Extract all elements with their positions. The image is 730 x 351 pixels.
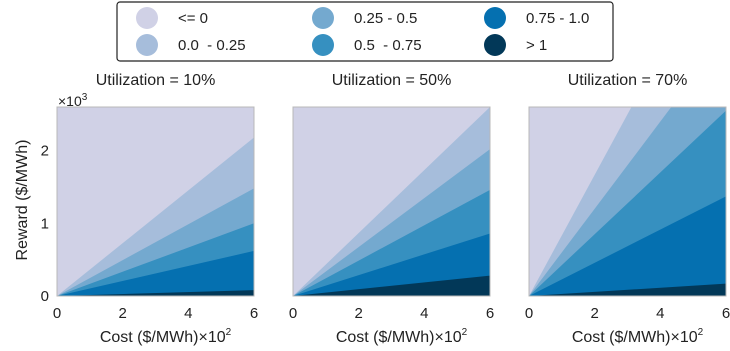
plot-frame: [292, 106, 491, 297]
x-tick-label: 6: [250, 305, 258, 322]
plot-frame: [56, 106, 255, 297]
bands: [57, 107, 254, 296]
x-axis-label: Cost ($/MWh)×102: [100, 327, 232, 346]
band-area: [529, 283, 726, 296]
x-tick-label: 4: [420, 305, 428, 322]
bands: [529, 107, 726, 296]
legend-label: <= 0: [178, 10, 208, 27]
y-scale-exponent: 3: [82, 92, 88, 103]
legend-swatch: [484, 7, 506, 29]
bands: [293, 107, 490, 296]
legend-swatch: [484, 34, 506, 56]
legend-swatch: [312, 7, 334, 29]
x-tick-label: 2: [590, 305, 598, 322]
legend-swatch: [136, 34, 158, 56]
y-tick-label: 0: [41, 288, 49, 305]
x-axis-label: Cost ($/MWh)×102: [572, 327, 704, 346]
band-area: [293, 275, 490, 296]
band-area: [529, 196, 726, 296]
legend-swatch: [312, 34, 334, 56]
y-tick-label: 2: [41, 143, 49, 160]
y-scale-label: ×103: [58, 92, 88, 109]
plot-frame: [528, 106, 727, 297]
band-area: [293, 233, 490, 296]
legend-label: > 1: [526, 37, 547, 54]
panels: Utilization = 10% 0 2 4 6 Cost ($/MWh)×102 0 1 2…: [41, 72, 730, 346]
panel: Utilization = 50% 0 2 4 6 Cost ($/MWh)×102: [289, 72, 494, 346]
x-tick-label: 2: [118, 305, 126, 322]
panel: Utilization = 10% 0 2 4 6 Cost ($/MWh)×102 0 1 2: [41, 72, 259, 346]
legend-label: 0.25 - 0.5: [354, 10, 417, 27]
legend-label: 0.75 - 1.0: [526, 10, 589, 27]
panel: Utilization = 70% 0 2 4 6 Cost ($/MWh)×102: [525, 72, 730, 346]
x-tick-label: 6: [722, 305, 730, 322]
x-axis-label: Cost ($/MWh)×102: [336, 327, 468, 346]
x-tick-label: 0: [289, 305, 297, 322]
x-tick-label: 0: [525, 305, 533, 322]
x-tick-label: 6: [486, 305, 494, 322]
band-area: [57, 250, 254, 296]
panel-title: Utilization = 50%: [332, 72, 452, 89]
shared-labels: Reward ($/MWh) ×103: [14, 92, 88, 260]
legend-label: 0.5 - 0.75: [354, 37, 422, 54]
x-tick-label: 4: [184, 305, 192, 322]
legend-label: 0.0 - 0.25: [178, 37, 246, 54]
x-tick-label: 4: [656, 305, 664, 322]
legend: <= 0 0.0 - 0.25 0.25 - 0.5 0.5 - 0.75 0.75 -…: [116, 1, 614, 62]
y-axis-label: Reward ($/MWh): [14, 140, 31, 261]
band-area: [57, 290, 254, 296]
panel-title: Utilization = 10%: [96, 72, 216, 89]
panel-title: Utilization = 70%: [568, 72, 688, 89]
y-tick-label: 1: [41, 215, 49, 232]
x-tick-label: 0: [53, 305, 61, 322]
legend-swatch: [136, 7, 158, 29]
x-tick-label: 2: [354, 305, 362, 322]
